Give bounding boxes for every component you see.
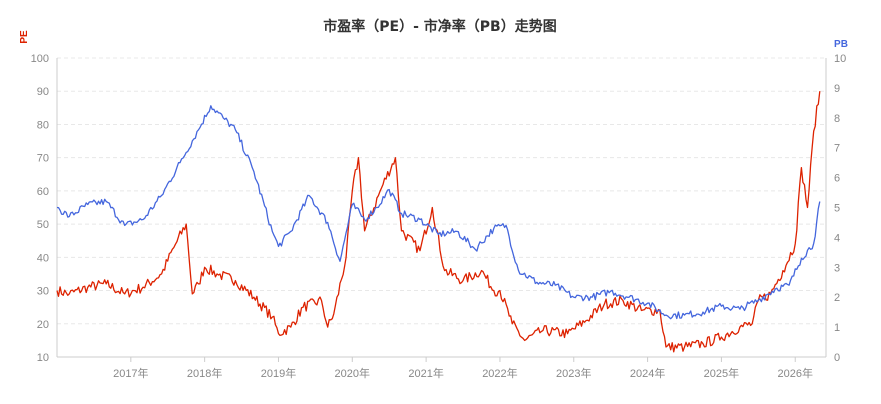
x-tick-label: 2020年 <box>335 366 370 380</box>
left-tick-label: 60 <box>37 186 49 198</box>
left-tick-label: 90 <box>37 86 49 98</box>
right-axis-label: PB <box>834 39 848 50</box>
left-axis-label: PE <box>19 30 30 44</box>
left-tick-label: 10 <box>37 352 49 364</box>
right-tick-label: 5 <box>834 203 840 215</box>
right-tick-label: 2 <box>834 292 840 304</box>
x-tick-label: 2019年 <box>261 366 296 380</box>
left-tick-label: 40 <box>37 252 49 264</box>
gridlines <box>57 57 826 358</box>
right-tick-label: 4 <box>834 232 840 244</box>
x-tick-label: 2021年 <box>408 366 443 380</box>
left-tick-label: 70 <box>37 153 49 165</box>
series-lines <box>56 91 821 353</box>
x-tick-label: 2023年 <box>556 366 591 380</box>
right-tick-label: 3 <box>834 262 840 274</box>
right-tick-label: 9 <box>834 83 840 95</box>
left-tick-label: 30 <box>37 286 49 298</box>
x-tick-label: 2025年 <box>704 366 739 380</box>
chart-title: 市盈率（PE）- 市净率（PB）走势图 <box>323 18 556 35</box>
x-tick-label: 2022年 <box>482 366 517 380</box>
left-tick-label: 100 <box>31 53 49 65</box>
right-tick-label: 1 <box>834 322 840 334</box>
right-tick-label: 8 <box>834 113 840 125</box>
right-tick-label: 6 <box>834 173 840 185</box>
x-tick-label: 2018年 <box>187 366 222 380</box>
left-tick-label: 50 <box>37 219 49 231</box>
right-tick-label: 7 <box>834 143 840 155</box>
x-tick-label: 2026年 <box>777 366 812 380</box>
right-tick-label: 10 <box>834 53 846 65</box>
axes: 10 20 30 40 50 60 70 80 90 100 0 1 2 3 4 5 6 7 8 9 10 2017年 20… <box>31 53 847 380</box>
x-tick-label: 2024年 <box>630 366 665 380</box>
left-tick-label: 80 <box>37 119 49 131</box>
left-tick-label: 20 <box>37 319 49 331</box>
pb-series-line <box>56 105 821 320</box>
x-tick-label: 2017年 <box>113 366 148 380</box>
right-tick-label: 0 <box>834 352 840 364</box>
